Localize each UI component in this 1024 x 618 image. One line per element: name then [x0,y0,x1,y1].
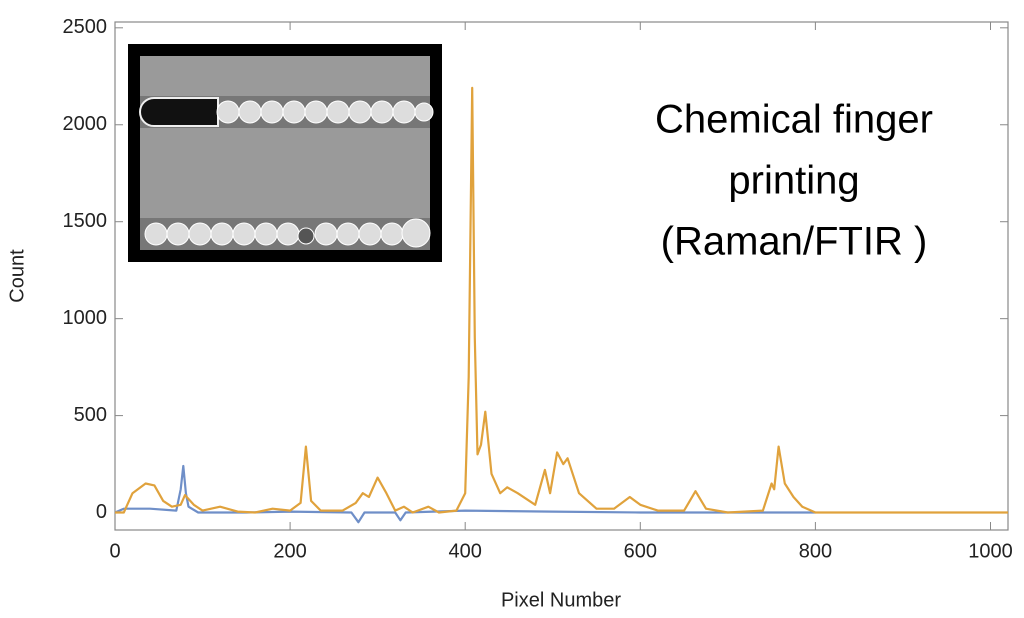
x-tick-label: 200 [273,540,306,562]
x-tick-label: 1000 [968,540,1013,562]
x-tick-label: 0 [109,540,120,562]
x-tick-label: 600 [624,540,657,562]
x-tick-label: 800 [799,540,832,562]
y-tick-label: 0 [96,501,107,523]
y-tick-label: 1500 [63,210,108,232]
plot-frame [114,21,1009,531]
y-tick-label: 2000 [63,113,108,135]
annotation: (Raman/FTIR ) [661,220,928,264]
inset-image [128,44,442,262]
y-axis-label: Count [6,249,28,303]
y-tick-label: 2500 [63,16,108,38]
x-tick-label: 400 [449,540,482,562]
y-tick-label: 1000 [63,307,108,329]
y-tick-label: 500 [74,404,107,426]
annotation: printing [728,159,859,203]
series-line [114,464,816,524]
x-axis-label: Pixel Number [501,589,621,611]
series-line [115,86,1008,514]
annotation: Chemical finger [655,98,933,142]
